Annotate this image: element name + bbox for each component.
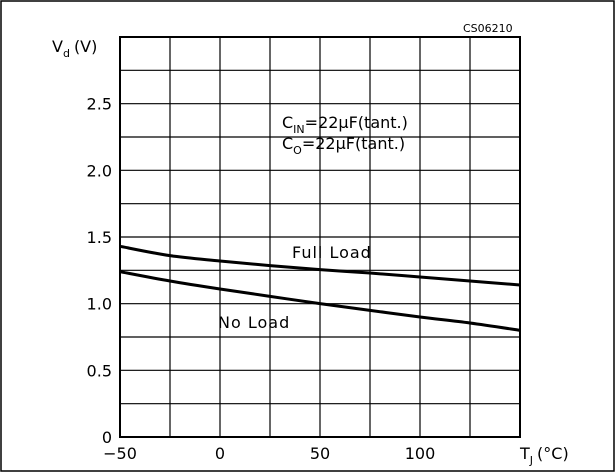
x-axis-label: TJ (°C)	[519, 444, 569, 467]
chart-code: CS06210	[463, 22, 513, 35]
grid	[120, 37, 520, 437]
annotation-cin: CIN=22μF(tant.)	[282, 113, 408, 136]
annotation-co-sub: O	[293, 144, 302, 157]
x-tick-label: −50	[103, 444, 137, 463]
x-axis-label-unit: (°C)	[537, 444, 569, 463]
y-tick-label: 2.5	[87, 95, 112, 114]
curves	[119, 244, 521, 332]
annotation-cin-post: =22μF(tant.)	[305, 113, 408, 132]
y-tick-label: 2.0	[87, 161, 112, 180]
series-line-full-load	[119, 244, 521, 287]
y-axis-label: Vd (V)	[52, 37, 97, 60]
x-tick-label: 100	[405, 444, 436, 463]
y-tick-label: 0	[102, 428, 112, 447]
x-axis-label-main: T	[519, 444, 530, 463]
y-axis-label-main: V	[52, 37, 63, 56]
series-line-no-load	[119, 270, 521, 332]
x-tick-label: 0	[215, 444, 225, 463]
x-axis-label-sub: J	[529, 454, 533, 467]
plot-border	[119, 36, 521, 438]
annotation-cin-pre: C	[282, 113, 293, 132]
y-tick-label: 1.0	[87, 295, 112, 314]
annotation-co-post: =22μF(tant.)	[302, 134, 405, 153]
x-tick-label: 50	[310, 444, 330, 463]
annotation-cin-sub: IN	[293, 123, 304, 136]
y-axis-label-unit: (V)	[74, 37, 97, 56]
series-label-full-load: Full Load	[292, 243, 372, 262]
y-tick-label: 1.5	[87, 228, 112, 247]
y-tick-label: 0.5	[87, 361, 112, 380]
annotation-co: CO=22μF(tant.)	[282, 134, 405, 157]
series-label-no-load: No Load	[218, 313, 290, 332]
y-axis-label-sub: d	[63, 47, 70, 60]
annotation-co-pre: C	[282, 134, 293, 153]
